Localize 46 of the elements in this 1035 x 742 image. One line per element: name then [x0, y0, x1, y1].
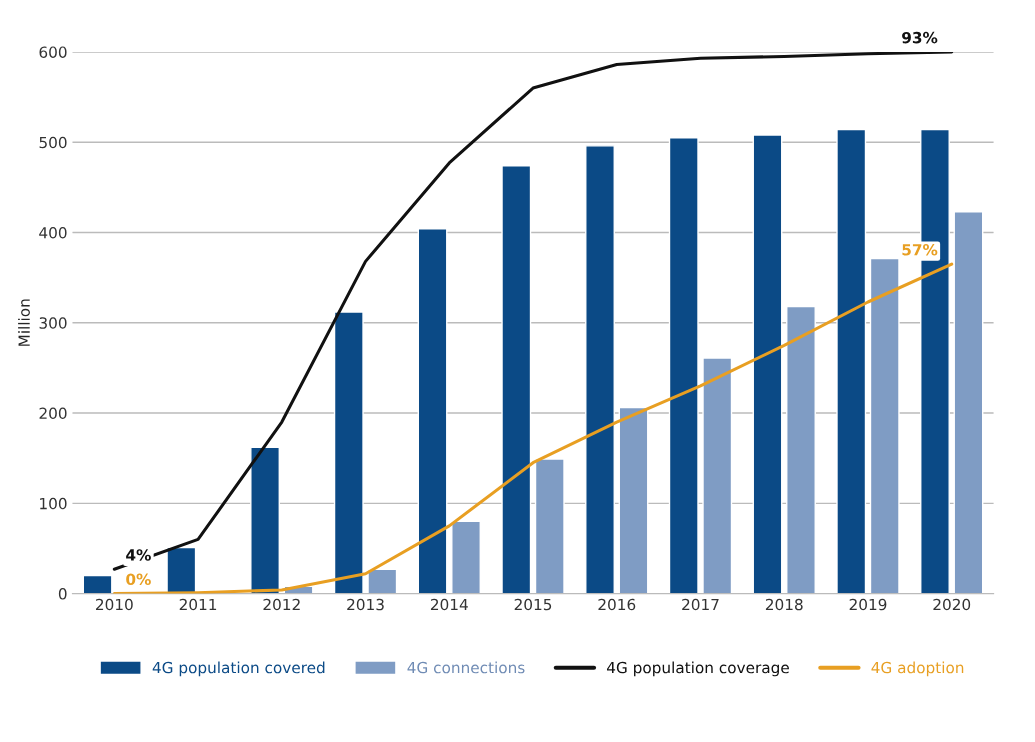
y-tick-label: 400	[39, 226, 67, 239]
bar	[417, 228, 448, 594]
bar	[367, 568, 398, 594]
bar	[585, 145, 615, 594]
x-tick-label: 2015	[514, 598, 552, 611]
bar	[618, 406, 649, 594]
legend-label: 4G population covered	[152, 661, 325, 677]
y-tick-label: 500	[39, 136, 67, 149]
bar	[166, 546, 197, 594]
bar	[82, 574, 113, 594]
line-series	[112, 51, 954, 571]
x-tick-label: 2017	[682, 598, 719, 611]
line-series	[112, 262, 954, 594]
bar	[702, 357, 733, 594]
annotation: 57%	[902, 244, 938, 256]
y-axis-title: Million	[18, 299, 30, 346]
bar	[534, 458, 565, 594]
bar	[953, 211, 984, 594]
x-tick-label: 2018	[765, 598, 803, 611]
y-tick-label: 300	[39, 317, 67, 329]
annotation: 4%	[126, 549, 151, 561]
x-tick-label: 2013	[347, 598, 384, 611]
bar	[451, 520, 481, 594]
y-tick-label: 600	[39, 46, 67, 58]
bar	[786, 305, 816, 594]
legend-label: 4G population coverage	[607, 661, 789, 677]
bar	[501, 164, 532, 594]
x-tick-label: 2010	[96, 598, 133, 611]
x-tick-label: 2019	[849, 598, 887, 611]
bar	[836, 128, 867, 594]
legend-label: 4G connections	[407, 661, 525, 674]
x-tick-label: 2011	[179, 598, 217, 611]
x-tick-label: 2014	[430, 598, 468, 611]
bar	[333, 311, 364, 594]
bar	[668, 137, 699, 594]
y-tick-label: 100	[40, 497, 67, 510]
bar	[250, 446, 280, 594]
annotation: 93%	[902, 31, 938, 44]
bar	[752, 134, 783, 594]
x-tick-label: 2012	[263, 598, 300, 611]
y-tick-label: 0	[58, 588, 67, 600]
legend-label: 4G adoption	[871, 661, 964, 677]
x-tick-label: 2016	[598, 598, 636, 611]
y-tick-label: 200	[39, 407, 67, 420]
x-tick-label: 2020	[933, 598, 971, 611]
annotation: 0%	[126, 573, 151, 586]
